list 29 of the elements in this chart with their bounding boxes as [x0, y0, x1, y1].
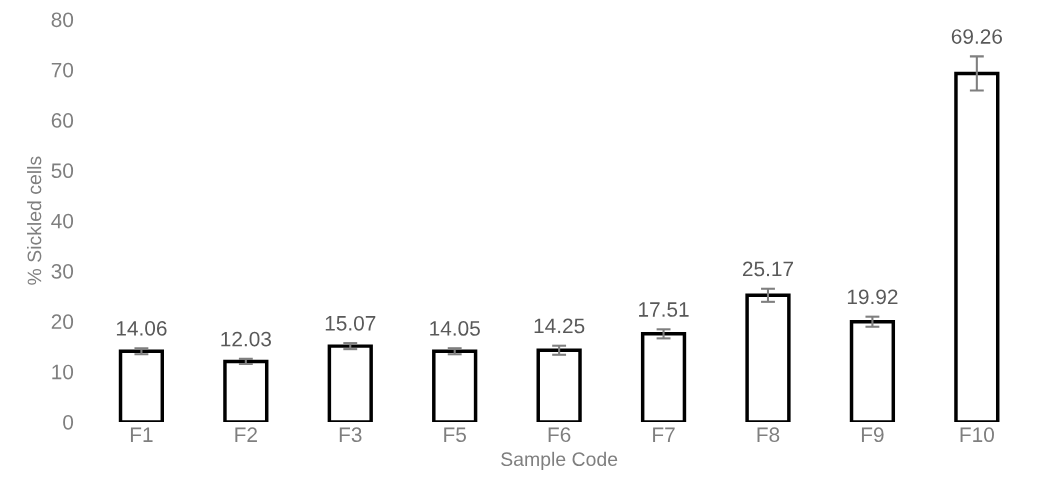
y-tick-label: 10: [52, 364, 74, 380]
y-tick-label: 0: [63, 414, 74, 430]
x-tick-label: F10: [960, 427, 994, 443]
data-label: 69.26: [951, 29, 1002, 44]
x-tick-label: F7: [653, 427, 675, 442]
x-tick-label: F8: [757, 427, 780, 443]
x-tick-label: F5: [444, 427, 466, 443]
x-tick-label: F9: [861, 427, 884, 443]
data-label: 25.17: [742, 261, 794, 277]
data-label: 14.25: [534, 318, 585, 334]
y-tick-label: 50: [51, 163, 74, 179]
x-tick-label: F6: [548, 427, 571, 443]
x-tick-label: F1: [130, 427, 153, 442]
x-tick-label: F3: [339, 427, 362, 443]
data-label: 17.51: [639, 302, 689, 317]
y-tick-label: 60: [51, 113, 74, 128]
data-label: 14.05: [430, 321, 480, 336]
y-tick-label: 20: [51, 314, 74, 330]
data-label: 19.92: [847, 289, 898, 305]
data-label: 14.06: [116, 320, 167, 336]
data-label: 12.03: [221, 331, 271, 347]
x-axis-title: Sample Code: [501, 451, 618, 470]
y-tick-label: 70: [51, 62, 74, 78]
data-label: 15.07: [325, 315, 376, 331]
y-tick-label: 40: [51, 213, 74, 229]
y-tick-label: 30: [51, 264, 74, 279]
y-tick-label: 80: [51, 12, 74, 28]
y-axis-title: % Sickled cells: [27, 156, 42, 285]
x-tick-label: F2: [235, 427, 257, 442]
